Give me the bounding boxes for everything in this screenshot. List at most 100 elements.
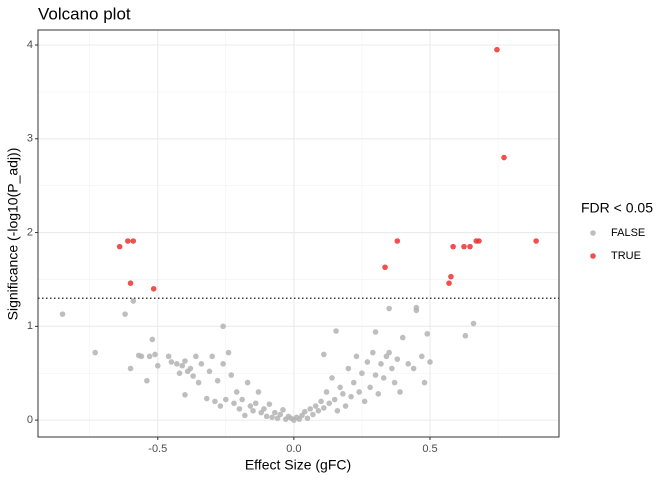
point — [263, 413, 270, 420]
point — [125, 238, 131, 244]
point — [272, 409, 278, 416]
x-tick-label: 0.0 — [286, 443, 301, 455]
point — [461, 243, 467, 250]
point — [321, 405, 327, 411]
point — [389, 365, 395, 372]
point — [255, 389, 262, 395]
point — [217, 403, 224, 409]
point — [223, 396, 229, 403]
point — [312, 403, 319, 409]
point — [364, 359, 371, 365]
point — [239, 396, 245, 403]
point — [476, 238, 482, 244]
point — [310, 411, 316, 418]
point — [266, 401, 273, 407]
point — [261, 406, 267, 412]
y-tick-label: 4 — [27, 39, 33, 51]
y-tick-label: 1 — [27, 320, 33, 332]
point — [236, 406, 243, 412]
point — [152, 351, 158, 358]
point — [304, 415, 311, 422]
point — [225, 349, 232, 356]
point — [494, 46, 500, 53]
point — [375, 391, 382, 397]
point — [146, 353, 153, 360]
point — [250, 407, 256, 414]
point — [116, 243, 123, 250]
point — [405, 361, 411, 367]
point — [212, 398, 218, 405]
legend-key — [590, 253, 596, 259]
point — [410, 365, 417, 372]
point — [247, 403, 254, 409]
point — [397, 389, 403, 395]
point — [331, 396, 338, 403]
chart-title: Volcano plot — [38, 4, 131, 23]
point — [321, 351, 327, 358]
point — [348, 393, 354, 400]
point — [470, 320, 477, 327]
legend-label: FALSE — [611, 227, 645, 239]
point — [315, 407, 322, 414]
point — [450, 243, 456, 250]
point — [446, 280, 452, 287]
y-tick-label: 3 — [27, 133, 33, 145]
point — [195, 379, 202, 386]
point — [277, 411, 284, 418]
point — [144, 377, 150, 384]
point — [138, 353, 145, 360]
point — [380, 375, 387, 381]
point — [427, 359, 433, 365]
point — [176, 370, 183, 377]
point — [130, 298, 137, 304]
point — [533, 238, 539, 244]
point — [334, 407, 341, 414]
point — [280, 407, 286, 413]
point — [92, 349, 98, 356]
legend-key — [590, 230, 596, 236]
point — [220, 361, 226, 367]
x-axis-title: Effect Size (gFC) — [245, 457, 351, 473]
panel-border — [37, 29, 560, 438]
point — [127, 365, 134, 372]
point — [252, 400, 259, 407]
point — [399, 334, 406, 341]
point — [179, 362, 186, 369]
point — [130, 238, 137, 244]
x-tick-label: 0.5 — [422, 443, 437, 455]
point — [353, 353, 360, 360]
point — [372, 372, 379, 378]
point — [359, 370, 365, 377]
point — [323, 389, 330, 395]
point — [231, 400, 237, 407]
point — [350, 379, 357, 386]
point — [421, 379, 428, 386]
point — [372, 329, 379, 335]
point — [318, 398, 324, 405]
point — [165, 353, 172, 360]
y-tick-label: 0 — [27, 414, 33, 426]
point — [386, 349, 392, 356]
point — [419, 353, 425, 360]
point — [345, 365, 352, 372]
point — [182, 391, 188, 398]
point — [233, 389, 240, 395]
point — [150, 286, 157, 292]
point — [242, 412, 248, 419]
point — [340, 391, 346, 397]
point — [326, 400, 333, 407]
point — [214, 377, 221, 384]
point — [394, 356, 401, 362]
point — [187, 365, 194, 372]
point — [361, 398, 368, 405]
legend-title: FDR < 0.05 — [581, 200, 653, 216]
point — [203, 395, 210, 402]
point — [307, 406, 314, 412]
point — [333, 328, 339, 334]
point — [342, 403, 349, 409]
point — [244, 379, 251, 386]
point — [220, 323, 226, 330]
point — [301, 408, 308, 415]
point — [467, 243, 473, 250]
